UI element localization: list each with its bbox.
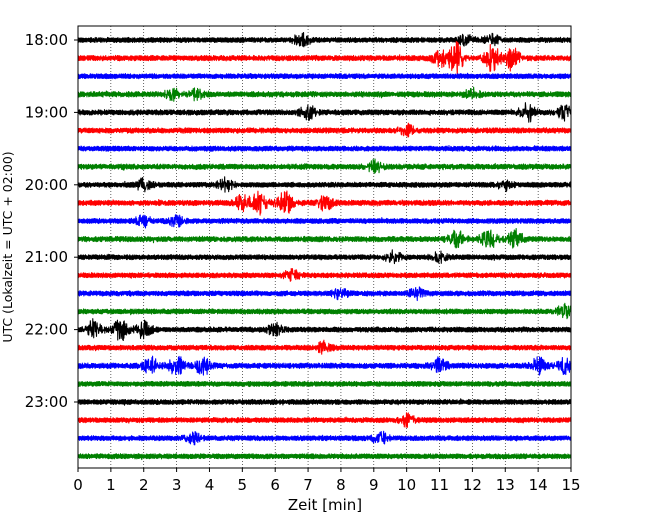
seismic-trace xyxy=(77,72,572,80)
seismic-trace xyxy=(77,145,572,152)
x-tick-label: 8 xyxy=(336,476,346,494)
x-tick-label: 6 xyxy=(270,476,280,494)
seismic-trace xyxy=(77,302,572,320)
x-tick-label: 0 xyxy=(73,476,83,494)
y-tick-label: 21:00 xyxy=(25,248,68,266)
seismic-trace xyxy=(77,286,572,302)
y-tick-label: 23:00 xyxy=(25,393,68,411)
seismic-trace xyxy=(77,158,572,174)
x-tick-label: 11 xyxy=(430,476,449,494)
seismic-trace xyxy=(77,214,572,229)
seismic-trace xyxy=(77,31,572,48)
x-tick-label: 3 xyxy=(172,476,182,494)
x-tick-label: 13 xyxy=(496,476,515,494)
seismic-trace xyxy=(77,355,572,376)
plot-frame xyxy=(77,25,572,469)
seismic-trace xyxy=(77,452,572,461)
x-tick-label: 5 xyxy=(238,476,248,494)
seismic-trace xyxy=(77,430,572,446)
y-tick-label: 18:00 xyxy=(25,31,68,49)
x-tick-label: 4 xyxy=(205,476,215,494)
plot-area xyxy=(78,26,571,468)
seismic-trace xyxy=(77,122,572,138)
x-tick-label: 2 xyxy=(139,476,149,494)
x-tick-label: 1 xyxy=(106,476,116,494)
y-axis-label: UTC (Lokalzeit = UTC + 02:00) xyxy=(0,151,15,342)
seismic-trace xyxy=(77,380,572,388)
seismic-trace xyxy=(77,102,572,123)
seismic-trace xyxy=(77,176,572,193)
x-tick-label: 7 xyxy=(303,476,313,494)
x-tick-label: 12 xyxy=(463,476,482,494)
seismic-trace xyxy=(77,412,572,428)
seismic-trace xyxy=(77,227,572,249)
seismic-trace xyxy=(77,190,572,216)
seismic-trace xyxy=(77,249,572,265)
x-axis-label: Zeit [min] xyxy=(288,496,362,514)
x-tick-label: 9 xyxy=(369,476,379,494)
seismic-trace xyxy=(77,40,572,76)
x-tick-label: 15 xyxy=(561,476,580,494)
seismic-trace xyxy=(77,267,572,282)
x-axis-ticks: 0 1 2 3 4 5 6 7 8 9 10 11 12 13 14 15 xyxy=(73,468,581,494)
seismic-trace xyxy=(77,86,572,102)
y-tick-label: 22:00 xyxy=(25,321,68,339)
seismic-traces xyxy=(77,31,572,461)
seismic-trace xyxy=(77,318,572,341)
seismic-trace xyxy=(77,339,572,355)
y-tick-label: 19:00 xyxy=(25,103,68,121)
y-tick-label: 20:00 xyxy=(25,176,68,194)
y-axis-ticks: 18:00 19:00 20:00 21:00 22:00 23:00 xyxy=(25,31,78,411)
x-tick-label: 14 xyxy=(529,476,548,494)
seismic-trace xyxy=(77,398,572,406)
x-tick-label: 10 xyxy=(397,476,416,494)
